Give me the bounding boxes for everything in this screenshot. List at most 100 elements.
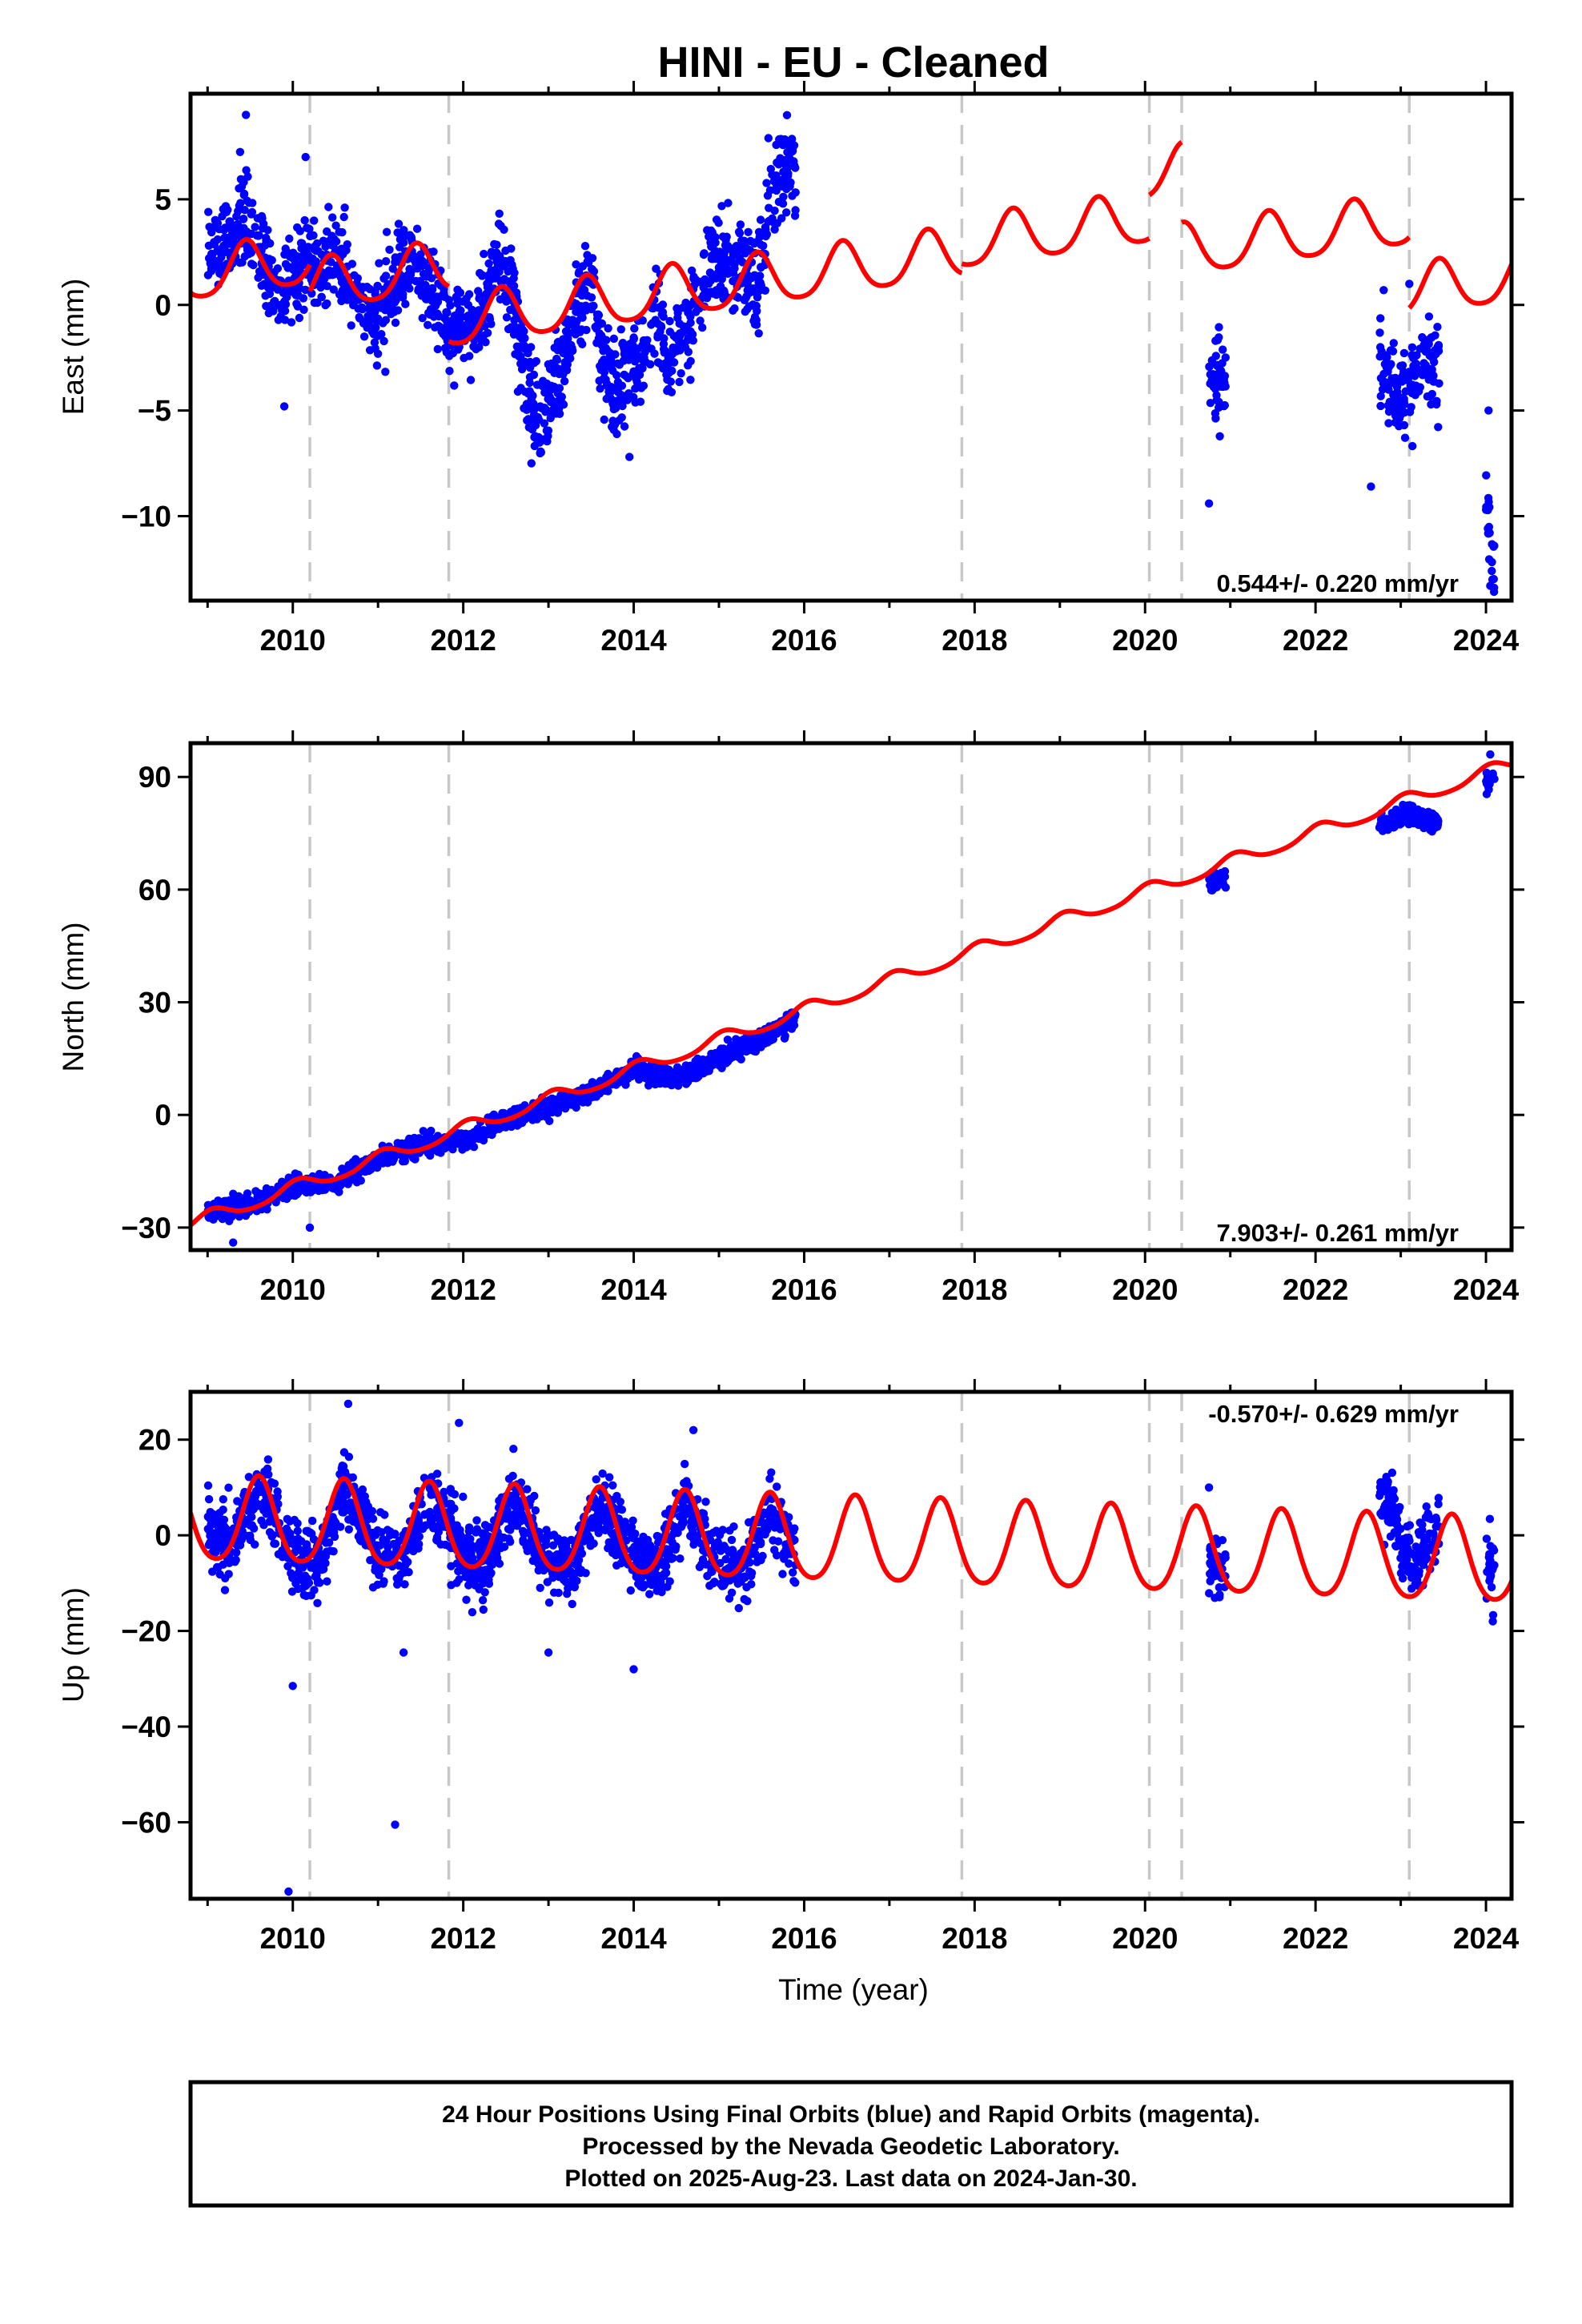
east-data-point [749, 300, 757, 309]
east-data-point [624, 356, 633, 364]
north-data-point [1482, 790, 1492, 798]
north-data-point [662, 1064, 671, 1073]
north-data-point [1434, 817, 1443, 826]
east-data-point [1398, 372, 1407, 380]
east-data-point [588, 265, 597, 274]
east-data-point [725, 243, 733, 252]
north-data-point [390, 1153, 399, 1162]
east-data-point [737, 236, 746, 245]
up-data-point [480, 1588, 489, 1597]
east-data-point [639, 381, 648, 390]
north-data-point [713, 1057, 721, 1067]
up-data-point [616, 1498, 624, 1506]
north-data-point [1486, 776, 1495, 785]
north-data-point [475, 1133, 484, 1142]
east-data-point [512, 324, 520, 334]
east-data-point [207, 267, 216, 275]
east-data-point [736, 255, 745, 264]
east-data-point [307, 289, 316, 298]
east-data-point [698, 323, 707, 332]
north-data-point [572, 1095, 581, 1104]
up-data-point [554, 1588, 563, 1598]
east-data-point [446, 301, 455, 310]
east-data-point [761, 231, 770, 241]
north-steps [308, 743, 1411, 1250]
east-data-point [1427, 333, 1436, 342]
east-data-point [442, 316, 451, 325]
up-data-point [224, 1570, 233, 1578]
east-data-point [1217, 367, 1226, 376]
east-data-point [782, 111, 792, 119]
east-data-point [280, 316, 290, 324]
east-data-point [239, 229, 248, 238]
east-data-point [453, 299, 462, 308]
east-data-point [576, 337, 585, 346]
east-frame [188, 91, 1514, 603]
north-data-point [220, 1196, 229, 1206]
east-data-point [669, 332, 678, 340]
north-y-tick-label: 60 [139, 874, 171, 907]
east-data-point [765, 216, 773, 225]
east-data-point [675, 377, 684, 387]
east-data-point [1407, 343, 1417, 352]
east-data-point [592, 310, 602, 319]
east-data-point [293, 302, 303, 311]
east-data-point [661, 347, 670, 356]
north-data-point [1221, 883, 1231, 892]
east-data-point [205, 223, 214, 231]
east-data-point [1221, 353, 1231, 362]
east-data-point [656, 321, 665, 331]
east-data-point [450, 312, 460, 320]
east-data-point [677, 369, 685, 378]
east-data-point [522, 400, 532, 408]
east-data-point [547, 359, 556, 368]
east-data-point [377, 330, 386, 339]
east-data-point [422, 287, 432, 296]
up-data-point [717, 1582, 727, 1590]
east-x-tick-label: 2016 [771, 624, 837, 657]
north-data-point [378, 1159, 387, 1168]
east-data-point [708, 289, 717, 298]
east-outlier-point [242, 111, 251, 119]
east-data-point [473, 310, 482, 319]
east-data-point [660, 334, 669, 343]
east-data-point [290, 262, 299, 271]
east-data-point [247, 259, 256, 268]
east-data-point [456, 288, 465, 297]
east-data-point [630, 324, 639, 333]
east-data-point [782, 208, 791, 217]
east-data-point [496, 260, 504, 270]
east-data-point [532, 356, 540, 366]
east-points [203, 111, 1499, 597]
east-data-point [308, 254, 317, 263]
east-data-point [355, 312, 363, 322]
east-data-point [779, 192, 788, 201]
east-data-point [689, 274, 698, 283]
east-data-point [1399, 420, 1409, 430]
east-data-point [300, 215, 309, 225]
north-data-point [646, 1073, 656, 1083]
north-data-point [741, 1042, 751, 1051]
east-data-point [1215, 333, 1223, 342]
east-data-point [701, 287, 709, 296]
east-data-point [433, 297, 443, 307]
east-data-point [554, 337, 563, 347]
east-data-point [782, 158, 791, 167]
north-data-point [335, 1188, 343, 1196]
up-data-point [287, 1587, 297, 1596]
east-data-point [729, 251, 738, 260]
east-data-point [1424, 312, 1434, 321]
up-data-point [717, 1546, 725, 1555]
east-data-point [733, 293, 743, 302]
east-data-point [323, 282, 331, 291]
east-data-point [385, 245, 394, 254]
north-frame [188, 741, 1514, 1252]
east-data-point [1397, 362, 1406, 371]
east-data-point [711, 255, 721, 263]
east-data-point [507, 244, 516, 253]
east-data-point [351, 296, 359, 304]
east-data-point [417, 281, 426, 290]
north-data-point [312, 1185, 322, 1194]
east-data-point [745, 287, 753, 296]
